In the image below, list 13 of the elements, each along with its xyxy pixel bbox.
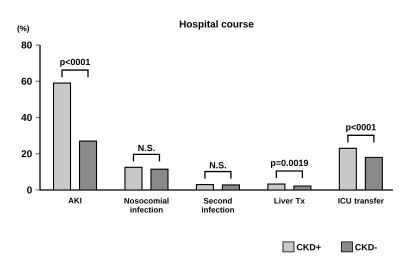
y-tick-label: 20: [21, 150, 32, 158]
legend-label: CKD-: [355, 244, 377, 250]
legend-label: CKD+: [296, 244, 321, 250]
annotation: p=0.0019: [270, 160, 308, 168]
annotation: N.S.: [210, 162, 226, 168]
annotation: p<0001: [346, 124, 376, 132]
annotation: N.S.: [138, 144, 155, 152]
annotation: p<0001: [60, 58, 90, 67]
y-tick-label: 80: [21, 41, 32, 49]
y-tick-label: 0: [27, 186, 32, 194]
chart-title: Hospital course: [180, 20, 254, 30]
y-tick-label: 40: [21, 114, 32, 122]
y-tick-label: 60: [22, 78, 32, 85]
